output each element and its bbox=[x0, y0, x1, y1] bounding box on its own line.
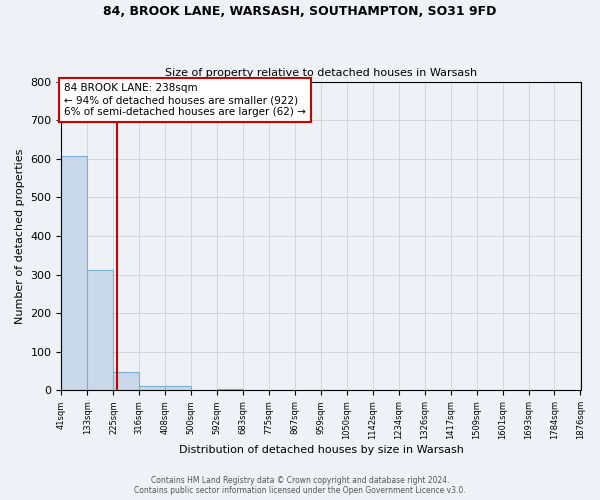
Y-axis label: Number of detached properties: Number of detached properties bbox=[15, 148, 25, 324]
Bar bbox=[217, 389, 243, 390]
Bar bbox=[165, 386, 191, 390]
Bar bbox=[88, 270, 113, 390]
Bar bbox=[139, 386, 165, 390]
Bar bbox=[61, 156, 88, 390]
X-axis label: Distribution of detached houses by size in Warsash: Distribution of detached houses by size … bbox=[179, 445, 463, 455]
Text: 84 BROOK LANE: 238sqm
← 94% of detached houses are smaller (922)
6% of semi-deta: 84 BROOK LANE: 238sqm ← 94% of detached … bbox=[64, 84, 306, 116]
Text: Contains HM Land Registry data © Crown copyright and database right 2024.
Contai: Contains HM Land Registry data © Crown c… bbox=[134, 476, 466, 495]
Text: 84, BROOK LANE, WARSASH, SOUTHAMPTON, SO31 9FD: 84, BROOK LANE, WARSASH, SOUTHAMPTON, SO… bbox=[103, 5, 497, 18]
Bar bbox=[113, 372, 139, 390]
Title: Size of property relative to detached houses in Warsash: Size of property relative to detached ho… bbox=[165, 68, 477, 78]
